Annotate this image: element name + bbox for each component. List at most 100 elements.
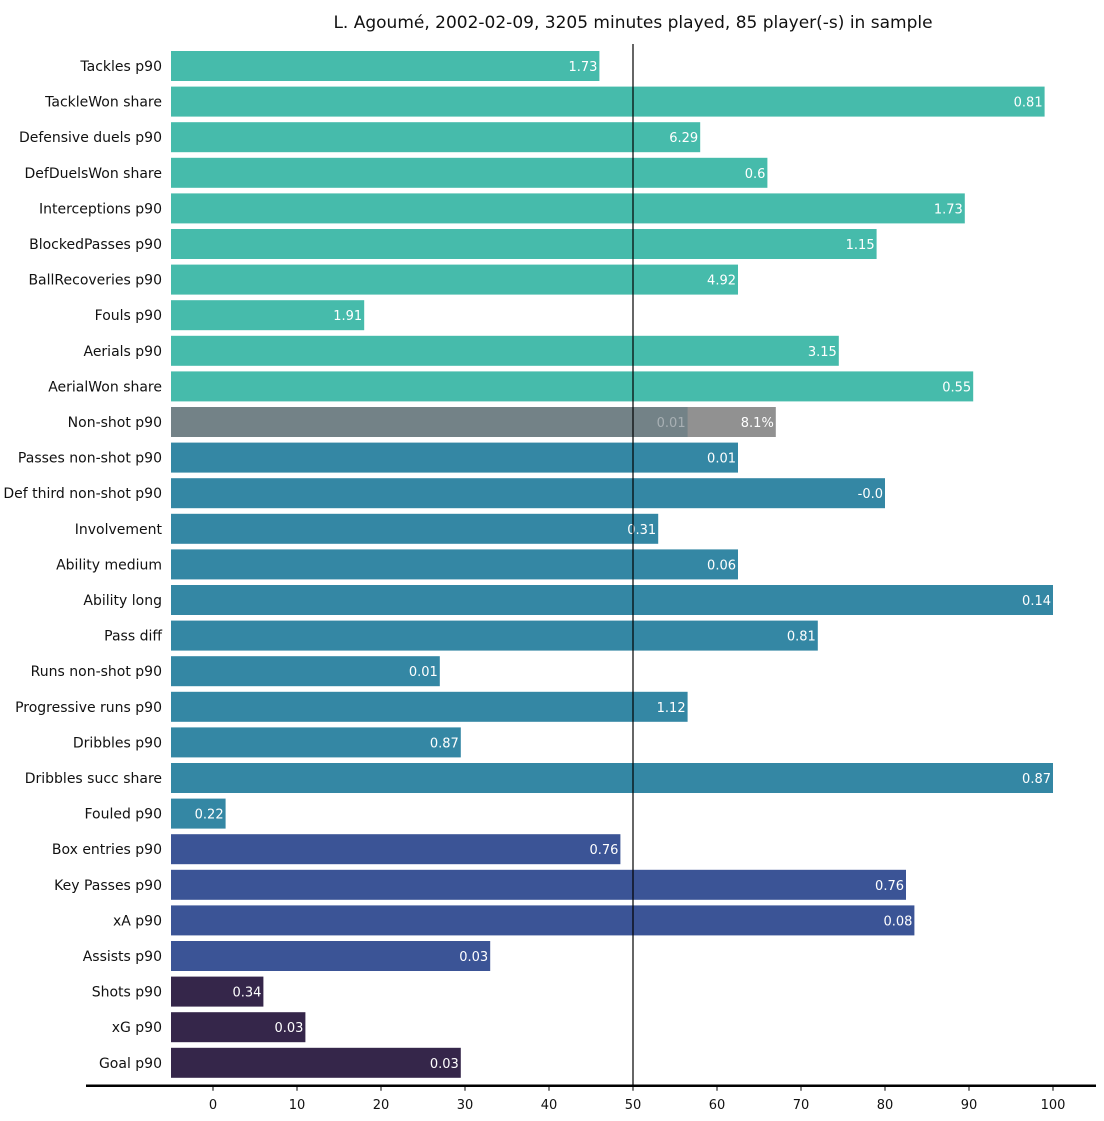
category-label-box-entries-p90: Box entries p90: [52, 842, 162, 858]
bar-def-third-non-shot-p90: [171, 478, 885, 509]
value-label-passes-non-shot-p90: 0.01: [707, 452, 736, 467]
value-label-pass-diff: 0.81: [787, 630, 816, 645]
chart-title: L. Agoumé, 2002-02-09, 3205 minutes play…: [333, 13, 932, 33]
value-label-interceptions-p90: 1.73: [934, 202, 963, 217]
category-label-tacklewon-share: TackleWon share: [44, 95, 162, 111]
bar-interceptions-p90: [171, 193, 965, 224]
category-label-goal-p90: Goal p90: [99, 1056, 162, 1072]
bar-passes-non-shot-p90: [171, 442, 738, 473]
value-label-defensive-duels-p90: 6.29: [669, 131, 698, 146]
category-label-blockedpasses-p90: BlockedPasses p90: [29, 237, 162, 253]
category-label-fouls-p90: Fouls p90: [95, 308, 162, 324]
value-label-ballrecoveries-p90: 4.92: [707, 274, 736, 289]
category-label-xa-p90: xA p90: [113, 913, 162, 929]
value-label-box-entries-p90: 0.76: [589, 843, 618, 858]
value-label-defduelswon-share: 0.6: [745, 167, 766, 182]
value-label-dribbles-p90: 0.87: [430, 736, 459, 751]
category-label-interceptions-p90: Interceptions p90: [39, 201, 162, 217]
value-label-shots-p90: 0.34: [232, 986, 261, 1001]
x-tick-label-70: 70: [793, 1098, 810, 1113]
x-tick-label-60: 60: [709, 1098, 726, 1113]
bar-involvement: [171, 513, 659, 544]
value-label-xg-p90: 0.03: [274, 1021, 303, 1036]
category-label-defduelswon-share: DefDuelsWon share: [25, 166, 163, 182]
value-label-xa-p90: 0.08: [883, 914, 912, 929]
category-labels: Tackles p90 TackleWon share Defensive duel…: [3, 59, 162, 1072]
category-label-runs-non-shot-p90: Runs non-shot p90: [31, 664, 162, 680]
value-label-dribbles-succ-share: 0.87: [1022, 772, 1051, 787]
bar-progressive-runs-p90: [171, 691, 688, 722]
category-label-aerialwon-share: AerialWon share: [48, 379, 162, 395]
x-tick-label-10: 10: [289, 1098, 306, 1113]
x-tick-label-30: 30: [457, 1098, 474, 1113]
value-label-ability-long: 0.14: [1022, 594, 1051, 609]
category-label-ballrecoveries-p90: BallRecoveries p90: [28, 273, 162, 289]
category-label-shots-p90: Shots p90: [92, 985, 162, 1001]
value-label-overlay-non-shot-p90: 8.1%: [741, 416, 774, 431]
value-label-blockedpasses-p90: 1.15: [846, 238, 875, 253]
bar-dribbles-succ-share: [171, 763, 1053, 793]
bar-pass-diff: [171, 620, 818, 651]
category-label-progressive-runs-p90: Progressive runs p90: [15, 700, 162, 716]
bar-xa-p90: [171, 905, 915, 936]
category-label-key-passes-p90: Key Passes p90: [54, 878, 162, 894]
x-tick-label-40: 40: [541, 1098, 558, 1113]
x-tick-label-20: 20: [373, 1098, 390, 1113]
bar-xg-p90: [171, 1012, 306, 1043]
category-label-passes-non-shot-p90: Passes non-shot p90: [18, 451, 162, 467]
bar-fouls-p90: [171, 300, 365, 331]
value-label-runs-non-shot-p90: 0.01: [409, 665, 438, 680]
category-label-dribbles-p90: Dribbles p90: [73, 735, 162, 751]
x-tick-label-80: 80: [877, 1098, 894, 1113]
x-tick-label-0: 0: [209, 1098, 217, 1113]
bar-tackles-p90: [171, 51, 600, 81]
bar-aerialwon-share: [171, 371, 974, 402]
value-label-tacklewon-share: 0.81: [1014, 96, 1043, 111]
bars-group: [171, 51, 1053, 1078]
value-label-progressive-runs-p90: 1.12: [657, 701, 686, 716]
value-label-tackles-p90: 1.73: [568, 60, 597, 75]
bar-key-passes-p90: [171, 869, 906, 900]
bar-assists-p90: [171, 941, 491, 971]
category-label-pass-diff: Pass diff: [104, 629, 162, 645]
value-label-def-third-non-shot-p90: -0.0: [858, 487, 883, 502]
category-label-fouled-p90: Fouled p90: [84, 807, 162, 823]
value-label-goal-p90: 0.03: [430, 1057, 459, 1072]
value-label-non-shot-p90: 0.01: [657, 416, 686, 431]
bar-shots-p90: [171, 976, 264, 1007]
category-label-def-third-non-shot-p90: Def third non-shot p90: [3, 486, 162, 502]
category-label-defensive-duels-p90: Defensive duels p90: [19, 130, 162, 146]
x-tick-label-100: 100: [1041, 1098, 1066, 1113]
category-label-ability-medium: Ability medium: [56, 557, 162, 573]
bar-blockedpasses-p90: [171, 229, 877, 259]
category-label-non-shot-p90: Non-shot p90: [68, 415, 162, 431]
bar-goal-p90: [171, 1047, 461, 1078]
category-label-involvement: Involvement: [75, 522, 163, 538]
bar-non-shot-p90: [171, 407, 688, 437]
x-axis-ticks: 0 10 20 30 40 50 60 70 80 90 100: [209, 1085, 1066, 1113]
bar-fouled-p90: [171, 798, 226, 829]
x-tick-label-90: 90: [961, 1098, 978, 1113]
x-tick-label-50: 50: [625, 1098, 642, 1113]
value-label-involvement: 0.31: [627, 523, 656, 538]
category-label-xg-p90: xG p90: [112, 1020, 162, 1036]
category-label-aerials-p90: Aerials p90: [83, 344, 162, 360]
value-label-fouls-p90: 1.91: [333, 309, 362, 324]
value-label-fouled-p90: 0.22: [195, 808, 224, 823]
bar-runs-non-shot-p90: [171, 656, 440, 687]
bar-defduelswon-share: [171, 157, 768, 188]
category-label-dribbles-succ-share: Dribbles succ share: [25, 771, 162, 787]
bar-dribbles-p90: [171, 727, 461, 758]
category-label-ability-long: Ability long: [83, 593, 162, 609]
value-labels: 1.73 0.81 6.29 0.6 1.73 1.15 4.92 1.91 3.15 0.55 0…: [195, 60, 1051, 1072]
bar-defensive-duels-p90: [171, 122, 701, 153]
bar-box-entries-p90: [171, 834, 621, 865]
value-label-assists-p90: 0.03: [459, 950, 488, 965]
category-label-assists-p90: Assists p90: [83, 949, 162, 965]
value-label-ability-medium: 0.06: [707, 558, 736, 573]
bar-tacklewon-share: [171, 86, 1045, 117]
category-label-tackles-p90: Tackles p90: [79, 59, 162, 75]
bar-ability-medium: [171, 549, 738, 580]
bar-ability-long: [171, 585, 1053, 615]
